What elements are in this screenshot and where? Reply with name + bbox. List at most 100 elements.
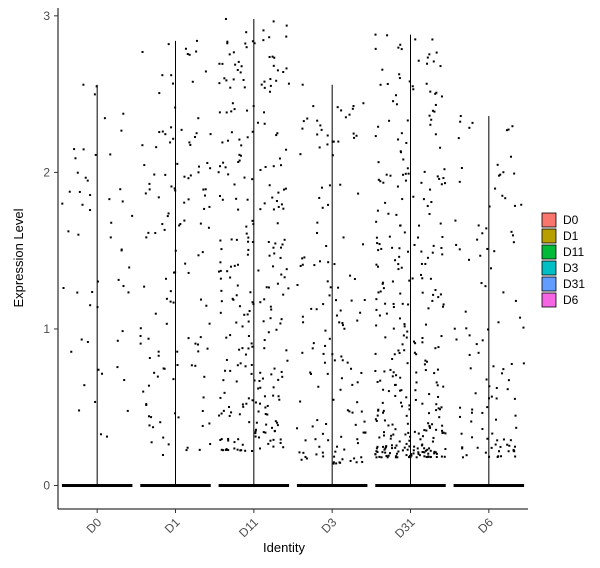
data-point	[244, 449, 247, 452]
data-point	[78, 190, 81, 193]
data-point	[402, 158, 405, 161]
data-point	[460, 432, 463, 435]
data-point	[431, 251, 434, 254]
data-point	[219, 269, 222, 272]
data-point	[502, 368, 505, 371]
data-point	[229, 276, 232, 279]
data-point	[209, 443, 212, 446]
data-point	[338, 321, 341, 324]
data-point	[381, 282, 384, 285]
data-point	[183, 219, 186, 222]
data-point	[375, 450, 378, 453]
data-point	[227, 437, 230, 440]
data-point	[476, 238, 479, 241]
data-point	[417, 236, 420, 239]
x-tick-label-d11: D11	[236, 515, 261, 540]
data-point	[253, 379, 256, 382]
data-point	[155, 146, 158, 149]
data-point	[476, 446, 479, 449]
data-point	[435, 381, 438, 384]
data-point	[407, 172, 410, 175]
data-point	[241, 403, 244, 406]
data-point	[187, 198, 190, 201]
data-point	[349, 459, 352, 462]
data-point	[250, 363, 253, 366]
legend-label-d1: D1	[563, 229, 579, 243]
data-point	[513, 397, 516, 400]
data-point	[80, 338, 83, 341]
data-point	[427, 452, 430, 455]
data-point	[444, 432, 447, 435]
data-point	[99, 433, 102, 436]
data-point	[164, 173, 167, 176]
data-point	[233, 264, 236, 267]
data-point	[397, 138, 400, 141]
data-point	[243, 313, 246, 316]
data-point	[465, 454, 468, 457]
data-point	[235, 321, 238, 324]
data-point	[322, 455, 325, 458]
data-point	[314, 438, 317, 441]
data-point	[363, 299, 366, 302]
data-point	[404, 179, 407, 182]
data-point	[437, 407, 440, 410]
data-point	[497, 450, 500, 453]
data-point	[299, 264, 302, 267]
violin-d6	[453, 115, 525, 488]
x-axis-ticks: D0 D1 D11 D3 D31 D6	[84, 509, 496, 541]
data-point	[221, 62, 224, 65]
data-point	[356, 319, 359, 322]
data-point	[339, 461, 342, 464]
data-point	[165, 277, 168, 280]
data-point	[435, 456, 438, 459]
data-point	[375, 308, 378, 311]
data-point	[278, 398, 281, 401]
data-point	[400, 48, 403, 51]
data-point	[201, 251, 204, 254]
data-point	[259, 386, 262, 389]
data-point	[494, 187, 497, 190]
data-point	[455, 338, 458, 341]
data-point	[386, 34, 389, 37]
data-point	[147, 384, 150, 387]
data-point	[263, 339, 266, 342]
data-point	[310, 372, 313, 375]
data-point	[106, 435, 109, 438]
data-point	[398, 317, 401, 320]
data-point	[430, 201, 433, 204]
data-point	[398, 255, 401, 258]
data-point	[357, 192, 360, 195]
data-point	[283, 238, 286, 241]
data-point	[86, 179, 89, 182]
data-point	[197, 350, 200, 353]
data-point	[434, 133, 437, 136]
data-point	[267, 331, 270, 334]
data-point	[74, 157, 77, 160]
data-point	[375, 324, 378, 327]
data-point	[350, 299, 353, 302]
data-point	[189, 143, 192, 146]
data-point	[220, 438, 223, 441]
data-point	[246, 109, 249, 112]
data-point	[272, 165, 275, 168]
legend-label-d31: D31	[563, 277, 585, 291]
data-point	[94, 153, 97, 156]
data-point	[218, 82, 221, 85]
data-point	[374, 33, 377, 36]
data-point	[435, 452, 438, 455]
data-point	[385, 454, 388, 457]
legend-key-d6	[541, 292, 557, 308]
data-point	[501, 372, 504, 375]
data-point	[143, 285, 146, 288]
data-point	[244, 353, 247, 356]
data-point	[361, 460, 364, 463]
data-point	[245, 225, 248, 228]
data-point	[70, 350, 73, 353]
data-point	[341, 458, 344, 461]
data-point	[272, 265, 275, 268]
data-point	[241, 325, 244, 328]
data-point	[406, 448, 409, 451]
data-point	[322, 352, 325, 355]
data-point	[474, 392, 477, 395]
data-point	[174, 271, 177, 274]
